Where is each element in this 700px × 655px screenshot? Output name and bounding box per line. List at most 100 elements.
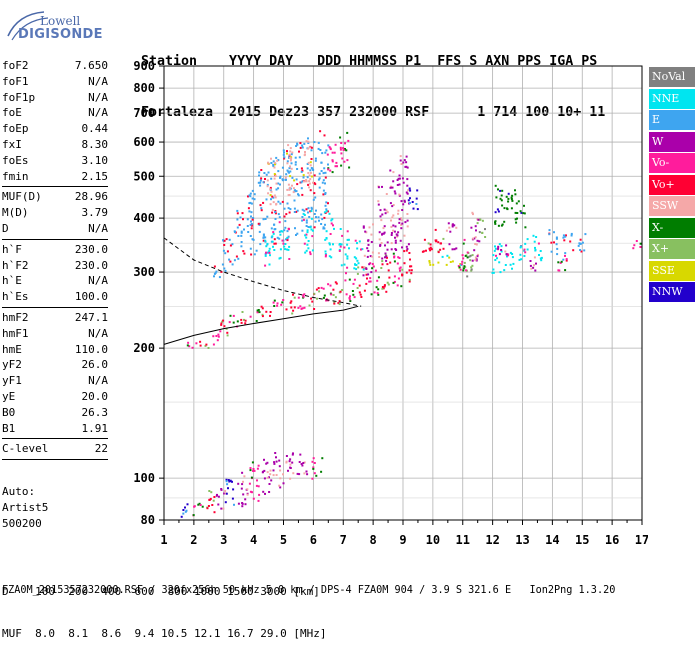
echo-pixel <box>322 172 325 175</box>
param-value: N/A <box>88 274 108 288</box>
echo-pixel <box>514 189 516 192</box>
echo-pixel <box>476 239 479 242</box>
param-value: 247.1 <box>74 310 108 324</box>
echo-pixel <box>398 194 401 197</box>
echo-trace <box>297 293 306 310</box>
echo-pixel <box>255 320 258 322</box>
echo-pixel <box>386 281 389 284</box>
param-name: foEp <box>2 122 29 136</box>
echo-pixel <box>461 254 464 257</box>
echo-pixel <box>273 194 276 197</box>
echo-pixel <box>569 240 572 243</box>
echo-pixel <box>280 303 283 306</box>
echo-trace <box>237 471 249 508</box>
echo-pixel <box>275 460 278 463</box>
echo-pixel <box>324 193 327 195</box>
echo-pixel <box>302 294 305 297</box>
param-row: foEp 0.44 <box>2 121 108 137</box>
param-name: hmE <box>2 342 22 356</box>
echo-pixel <box>252 217 255 219</box>
echo-pixel <box>408 280 411 283</box>
echo-pixel <box>218 276 221 279</box>
echo-pixel <box>279 477 282 480</box>
echo-pixel <box>410 272 413 275</box>
echo-pixel <box>242 493 245 496</box>
echo-pixel <box>317 216 320 219</box>
separator <box>2 238 108 240</box>
echo-pixel <box>244 503 247 506</box>
x-tick-label: 14 <box>545 533 559 547</box>
echo-pixel <box>401 268 404 271</box>
echo-pixel <box>313 308 316 310</box>
echo-pixel <box>313 462 316 464</box>
echo-pixel <box>216 339 219 342</box>
echo-pixel <box>273 238 276 241</box>
echo-pixel <box>315 474 318 477</box>
echo-pixel <box>192 514 195 517</box>
echo-pixel <box>273 462 276 465</box>
echo-pixel <box>501 204 504 207</box>
echo-pixel <box>332 294 335 296</box>
echo-pixel <box>449 261 452 263</box>
echo-pixel <box>250 253 253 256</box>
echo-pixel <box>322 227 325 230</box>
echo-pixel <box>474 236 477 239</box>
echo-pixel <box>381 286 384 288</box>
param-row: foF1p N/A <box>2 90 108 106</box>
echo-pixel <box>322 193 325 196</box>
echo-pixel <box>475 229 477 232</box>
y-tick-label: 300 <box>133 265 155 279</box>
echo-pixel <box>632 247 635 250</box>
echo-pixel <box>242 250 245 253</box>
echo-pixel <box>510 196 513 199</box>
echo-pixel <box>224 492 227 495</box>
echo-pixel <box>405 191 408 194</box>
echo-pixel <box>349 300 352 302</box>
echo-pixel <box>303 214 306 216</box>
echo-pixel <box>564 269 567 272</box>
echo-pixel <box>398 174 401 177</box>
echo-pixel <box>292 187 295 190</box>
echo-pixel <box>281 166 284 169</box>
echo-pixel <box>315 209 317 212</box>
echo-pixel <box>211 504 214 506</box>
echo-trace <box>222 238 234 272</box>
echo-pixel <box>213 265 216 268</box>
echo-pixel <box>215 335 218 337</box>
echo-pixel <box>526 238 529 241</box>
echo-pixel <box>321 218 324 221</box>
echo-pixel <box>311 477 314 480</box>
echo-pixel <box>308 304 311 307</box>
echo-pixel <box>455 247 458 250</box>
echo-pixel <box>429 246 432 249</box>
param-value: 22 <box>94 442 108 456</box>
echo-pixel <box>264 218 267 220</box>
echo-pixel <box>295 178 298 181</box>
echo-trace <box>470 211 481 262</box>
echo-pixel <box>310 217 313 220</box>
echo-pixel <box>397 177 400 180</box>
chart-grid <box>163 65 643 521</box>
echo-pixel <box>381 287 384 290</box>
echo-trace <box>323 209 335 259</box>
echo-pixel <box>256 467 259 470</box>
echo-pixel <box>321 457 324 460</box>
echo-trace <box>497 244 508 256</box>
param-row: foF1 N/A <box>2 74 108 90</box>
echo-pixel <box>321 152 324 155</box>
echo-pixel <box>466 256 469 259</box>
echo-pixel <box>258 493 261 496</box>
echo-pixel <box>237 235 240 237</box>
param-value: 2.15 <box>81 169 109 183</box>
echo-pixel <box>519 210 522 213</box>
echo-pixel <box>264 178 266 180</box>
echo-pixel <box>328 242 331 245</box>
echo-pixel <box>182 509 185 511</box>
echo-pixel <box>307 137 309 140</box>
echo-pixel <box>260 305 263 308</box>
legend-item: Vo- <box>649 153 695 174</box>
echo-trace <box>206 490 216 514</box>
echo-pixel <box>237 257 240 260</box>
echo-trace <box>503 251 515 272</box>
echo-pixel <box>555 237 558 240</box>
